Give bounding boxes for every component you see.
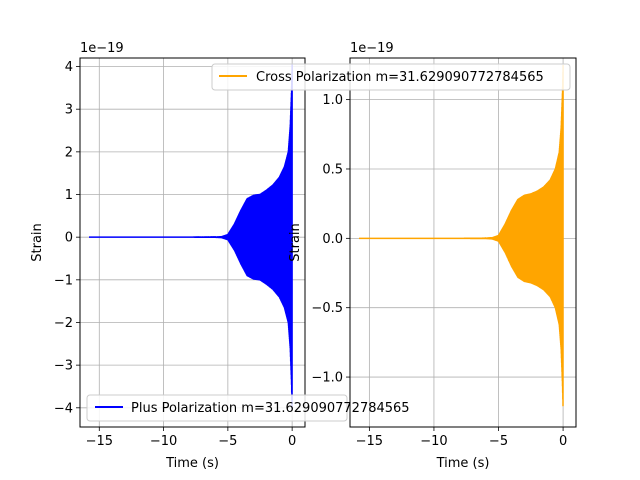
y-tick-label: −1 (54, 273, 73, 288)
y-tick-label: 1 (65, 188, 73, 203)
x-tick-label: −15 (86, 434, 113, 449)
waveform-cross (358, 64, 564, 407)
legend-label: Plus Polarization m=31.629090772784565 (131, 401, 410, 416)
waveform-line (88, 64, 293, 409)
y-axis-label: Strain (288, 223, 303, 262)
y-axis-label: Strain (30, 223, 45, 262)
offset-label: 1e−19 (80, 41, 124, 56)
x-axis-label: Time (s) (165, 456, 219, 471)
axes-frame (79, 57, 306, 428)
legend-cross: Cross Polarization m=31.629090772784565 (211, 63, 571, 91)
x-tick-label: 0 (288, 434, 296, 449)
offset-label: 1e−19 (350, 41, 394, 56)
legend-box (86, 394, 348, 422)
x-tick-label: −10 (150, 434, 177, 449)
x-axis-label: Time (s) (436, 456, 490, 471)
legend-label: Cross Polarization m=31.629090772784565 (256, 70, 544, 85)
y-tick-label: −2 (54, 316, 73, 331)
x-tick-label: 0 (559, 434, 567, 449)
y-tick-label: −1.0 (311, 371, 343, 386)
y-tick-label: −0.5 (311, 301, 343, 316)
y-tick-label: 1.0 (322, 93, 343, 108)
cross-polarization-axes: −15 −10 −5 0 −1.0 −0.5 0.0 0.5 1.0 1e−19 Time (s… (288, 41, 577, 471)
y-tick-label: 0.5 (322, 162, 343, 177)
x-tick-label: −10 (420, 434, 447, 449)
axes-frame (349, 57, 577, 428)
y-tick-label: 4 (65, 60, 73, 75)
y-tick-label: −4 (54, 401, 73, 416)
legend-box (211, 63, 571, 91)
y-tick-label: 0 (65, 231, 73, 246)
ticks: −15 −10 −5 0 −1.0 −0.5 0.0 0.5 1.0 (311, 93, 567, 449)
y-tick-label: 0.0 (322, 232, 343, 247)
legend-plus: Plus Polarization m=31.629090772784565 (86, 394, 410, 422)
waveform-plus (88, 64, 293, 409)
x-tick-label: −5 (218, 434, 237, 449)
x-tick-label: −15 (356, 434, 383, 449)
y-tick-label: 2 (65, 145, 73, 160)
y-tick-label: 3 (65, 103, 73, 118)
waveform-line (358, 64, 564, 407)
x-tick-label: −5 (489, 434, 508, 449)
y-tick-label: −3 (54, 359, 73, 374)
